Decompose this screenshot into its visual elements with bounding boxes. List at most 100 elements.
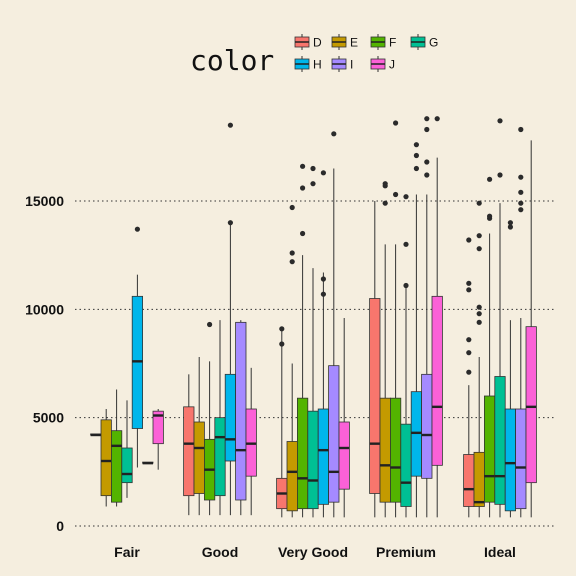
box-body — [286, 441, 298, 512]
box-G-0 — [121, 400, 133, 498]
outlier-point-0 — [424, 172, 430, 178]
box-body — [183, 406, 195, 497]
outlier-point-0 — [279, 341, 285, 347]
outlier-point-0 — [382, 200, 388, 206]
box-body — [515, 408, 527, 510]
outlier-point-0 — [320, 291, 326, 297]
box-E-2 — [286, 204, 298, 518]
outlier-point-1 — [497, 118, 503, 124]
box-E-0 — [100, 409, 112, 507]
box-H-2 — [317, 170, 330, 518]
box-G-4 — [494, 118, 506, 518]
x-tick-label-4: Ideal — [484, 544, 516, 560]
outlier-point-1 — [393, 120, 399, 126]
outlier-point-1 — [289, 250, 295, 256]
box-H-3 — [410, 142, 423, 518]
box-F-0 — [111, 389, 123, 507]
box-G-3 — [400, 194, 412, 518]
outlier-point-1 — [300, 185, 306, 191]
outlier-point-1 — [487, 213, 493, 219]
outlier-point-2 — [320, 170, 326, 176]
legend-key-label: G — [429, 36, 438, 50]
outlier-point-2 — [413, 142, 419, 148]
outlier-point-1 — [403, 241, 409, 247]
outlier-point-1 — [413, 152, 419, 159]
box-body — [525, 326, 537, 484]
grid-layer — [75, 200, 556, 527]
y-tick-label-3: 15000 — [25, 193, 64, 209]
outlier-point-0 — [466, 369, 472, 375]
box-D-3 — [369, 201, 381, 518]
legend-key-label: J — [389, 58, 395, 72]
outlier-point-0 — [413, 165, 419, 172]
outlier-point-3 — [424, 116, 430, 122]
box-body — [338, 421, 350, 490]
y-tick-label-1: 5000 — [33, 410, 64, 426]
outlier-point-2 — [300, 163, 306, 169]
outlier-point-1 — [227, 122, 233, 128]
box-body — [100, 419, 112, 497]
outlier-point-1 — [466, 350, 472, 356]
box-F-4 — [483, 176, 496, 518]
outlier-point-1 — [507, 220, 513, 226]
box-body — [152, 410, 164, 445]
box-I-1 — [235, 320, 247, 516]
axis-layer: 0 5000 10000 15000 Fair Good Very Good Premium I… — [25, 193, 516, 560]
outlier-point-1 — [518, 200, 524, 206]
outlier-point-2 — [487, 176, 493, 182]
legend-key-G: G — [410, 34, 438, 50]
outlier-point-5 — [466, 237, 472, 243]
box-D-1 — [183, 374, 195, 516]
box-J-4 — [525, 140, 537, 518]
box-H-1 — [224, 122, 236, 516]
box-layer — [90, 116, 537, 518]
outlier-point-0 — [393, 191, 399, 198]
box-D-0 — [90, 433, 102, 437]
outlier-point-0 — [518, 207, 524, 213]
outlier-point-3 — [476, 246, 482, 252]
outlier-point-0 — [434, 116, 440, 122]
outlier-point-2 — [382, 181, 388, 187]
box-body — [421, 373, 433, 479]
box-body — [121, 447, 133, 484]
y-tick-label-0: 0 — [56, 518, 64, 534]
box-G-2 — [307, 165, 319, 518]
outlier-point-0 — [497, 172, 503, 178]
box-J-1 — [245, 367, 257, 516]
box-body — [473, 451, 485, 507]
outlier-point-4 — [466, 280, 472, 286]
box-body — [463, 454, 475, 507]
box-E-1 — [193, 357, 205, 516]
box-J-2 — [338, 318, 350, 518]
outlier-point-1 — [310, 165, 316, 172]
outlier-point-4 — [518, 126, 524, 133]
outlier-point-1 — [279, 326, 285, 332]
box-E-3 — [379, 181, 391, 518]
outlier-point-0 — [227, 220, 233, 226]
box-H-0 — [131, 226, 143, 468]
outlier-point-3 — [518, 174, 524, 180]
legend-key-label: F — [389, 36, 396, 50]
x-tick-label-0: Fair — [114, 544, 140, 560]
box-F-3 — [389, 120, 402, 518]
outlier-point-0 — [310, 181, 316, 187]
outlier-point-1 — [476, 311, 482, 317]
legend-key-label: E — [350, 36, 358, 50]
box-body — [111, 430, 123, 503]
box-body — [307, 410, 319, 510]
box-body — [369, 298, 381, 494]
outlier-point-4 — [476, 233, 482, 239]
box-body — [504, 408, 517, 512]
outlier-point-1 — [320, 276, 326, 282]
outlier-point-0 — [289, 259, 295, 265]
x-tick-label-3: Premium — [376, 544, 436, 560]
outlier-point-0 — [507, 224, 513, 230]
box-body — [400, 423, 412, 507]
box-body — [389, 397, 402, 503]
outlier-point-2 — [518, 189, 524, 195]
legend-key-label: D — [313, 36, 322, 50]
box-body — [224, 373, 236, 462]
outlier-point-0 — [134, 226, 140, 232]
box-H-4 — [504, 220, 517, 518]
